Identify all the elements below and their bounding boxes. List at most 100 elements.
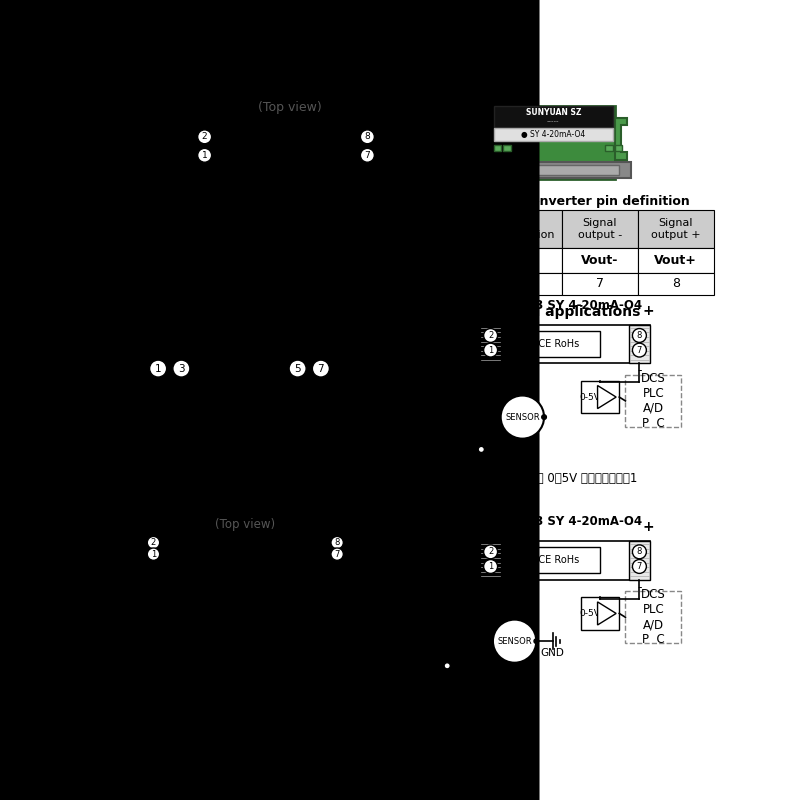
Bar — [258, 210, 334, 249]
Text: ∫  CE RoHs: ∫ CE RoHs — [258, 141, 314, 151]
Text: 7: 7 — [318, 363, 324, 374]
Circle shape — [493, 619, 536, 662]
Text: 7: 7 — [637, 346, 642, 354]
Text: CE  RoHs: CE RoHs — [149, 394, 180, 399]
Bar — [638, 210, 714, 249]
Circle shape — [331, 548, 343, 560]
Circle shape — [478, 446, 485, 453]
Text: SUNYUAN SZ: SUNYUAN SZ — [189, 382, 290, 396]
Text: DIN3 SY 4-20mA-O Series standard 35mm rail-mounted I/V converter pin definition: DIN3 SY 4-20mA-O Series standard 35mm ra… — [108, 194, 690, 207]
Text: 4～20mA 转 0～5V 典型应用接线图1: 4～20mA 转 0～5V 典型应用接线图1 — [485, 472, 638, 485]
Text: DIN3 SY 4-20mA-O Series External Dimension & Typical applications: DIN3 SY 4-20mA-O Series External Dimensi… — [108, 306, 640, 319]
Bar — [258, 273, 334, 294]
Bar — [134, 435, 149, 442]
Bar — [334, 210, 410, 249]
Text: 2: 2 — [151, 538, 156, 547]
Text: Signal
output -: Signal output - — [578, 218, 622, 240]
Text: ISO2001-2008: ISO2001-2008 — [139, 384, 190, 390]
Text: 5: 5 — [444, 278, 452, 290]
Text: 8: 8 — [672, 278, 680, 290]
Text: Vout+: Vout+ — [654, 254, 698, 267]
Polygon shape — [598, 602, 616, 625]
Circle shape — [289, 360, 306, 377]
Text: -: - — [637, 364, 642, 378]
Circle shape — [633, 545, 646, 558]
Bar — [486, 273, 562, 294]
Text: 5: 5 — [294, 363, 301, 374]
Text: 7: 7 — [596, 278, 604, 290]
Text: No
connection: No connection — [266, 218, 327, 240]
Text: -: - — [488, 364, 493, 378]
Text: +: + — [421, 127, 434, 142]
Text: +: + — [126, 127, 139, 142]
Bar — [487, 166, 619, 174]
Text: 8: 8 — [637, 547, 642, 556]
Bar — [629, 325, 650, 363]
Text: +: + — [483, 634, 494, 648]
Polygon shape — [480, 118, 491, 160]
Bar — [480, 325, 650, 363]
Bar — [507, 331, 600, 357]
Circle shape — [198, 130, 211, 144]
Text: NC: NC — [362, 254, 382, 267]
Bar — [494, 145, 502, 150]
Circle shape — [198, 148, 211, 162]
Text: 8: 8 — [637, 331, 642, 340]
Text: 82.8(3.26): 82.8(3.26) — [214, 588, 276, 601]
Bar — [356, 123, 379, 169]
Circle shape — [484, 343, 498, 357]
Text: 2: 2 — [488, 547, 494, 556]
Text: 1: 1 — [151, 550, 156, 558]
Text: (Top view): (Top view) — [215, 518, 275, 530]
Bar — [142, 535, 348, 562]
Text: 4~20mA: 4~20mA — [461, 597, 470, 639]
Bar — [339, 435, 355, 442]
Circle shape — [484, 329, 498, 342]
Bar — [182, 249, 258, 273]
Bar — [142, 535, 164, 562]
Text: 35.0(1.38): 35.0(1.38) — [212, 461, 270, 471]
Text: 6: 6 — [520, 278, 528, 290]
Bar — [193, 123, 379, 169]
Text: 1: 1 — [155, 363, 162, 374]
Circle shape — [140, 153, 145, 158]
Text: No
connection: No connection — [418, 218, 478, 240]
Text: +: + — [643, 304, 654, 318]
Bar — [480, 541, 502, 579]
Text: 12.5(0.49): 12.5(0.49) — [103, 521, 114, 575]
Text: 8: 8 — [365, 132, 370, 142]
Circle shape — [542, 414, 546, 419]
Text: ∫  CE RoHs: ∫ CE RoHs — [527, 555, 579, 566]
Bar — [507, 547, 600, 574]
Bar — [562, 249, 638, 273]
Bar — [193, 123, 216, 169]
Bar — [262, 412, 310, 430]
Bar — [562, 273, 638, 294]
Bar — [581, 598, 619, 630]
Circle shape — [140, 134, 145, 139]
Text: 1: 1 — [140, 278, 148, 290]
Text: +: + — [497, 304, 509, 318]
Text: -: - — [424, 150, 430, 165]
Text: 7: 7 — [637, 562, 642, 571]
Text: Iin-: Iin- — [133, 254, 155, 267]
Text: ∫  CE RoHs: ∫ CE RoHs — [527, 339, 579, 349]
Bar — [486, 249, 562, 273]
Text: (Top view): (Top view) — [258, 101, 322, 114]
Text: 0-5V: 0-5V — [579, 609, 600, 618]
Bar — [182, 273, 258, 294]
Bar — [334, 249, 410, 273]
Bar — [410, 273, 486, 294]
Bar — [562, 210, 638, 249]
Circle shape — [331, 537, 343, 549]
Text: NC: NC — [514, 254, 534, 267]
Text: ● SY 4-20mA-O4: ● SY 4-20mA-O4 — [522, 130, 586, 139]
Text: 45.0mm(1.77"): 45.0mm(1.77") — [102, 347, 112, 426]
Circle shape — [173, 360, 190, 377]
Bar — [581, 381, 619, 414]
Text: SENSOR: SENSOR — [505, 413, 540, 422]
Bar — [170, 412, 216, 430]
Text: NC: NC — [286, 254, 306, 267]
Bar — [106, 249, 182, 273]
Circle shape — [534, 639, 538, 643]
